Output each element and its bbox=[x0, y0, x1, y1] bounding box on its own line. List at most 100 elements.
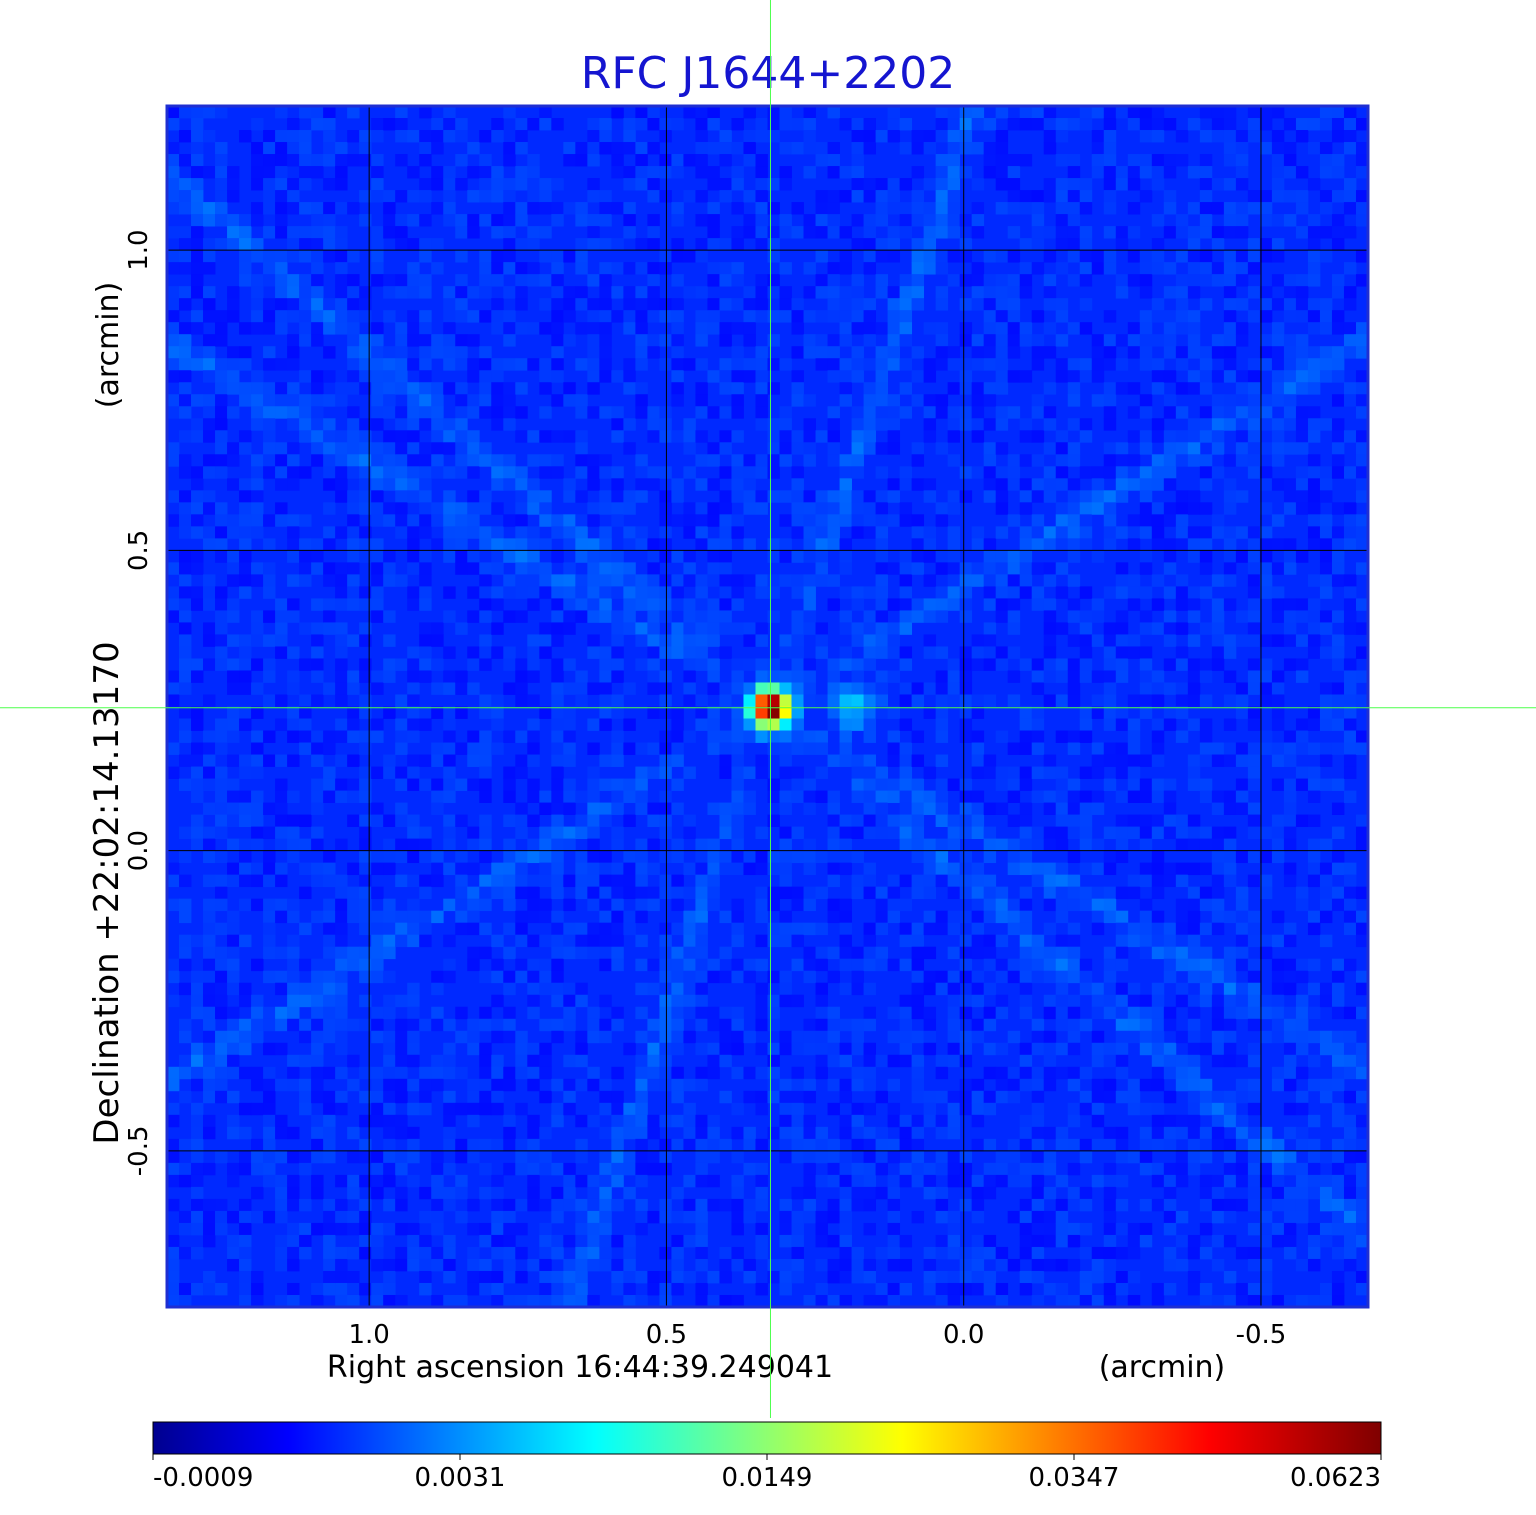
map-cell bbox=[635, 598, 648, 611]
map-cell bbox=[731, 298, 744, 311]
map-cell bbox=[743, 214, 756, 227]
map-cell bbox=[431, 394, 444, 407]
map-cell bbox=[395, 694, 408, 707]
map-cell bbox=[179, 502, 192, 515]
map-cell bbox=[647, 658, 660, 671]
map-cell bbox=[527, 958, 540, 972]
map-cell bbox=[1067, 166, 1081, 179]
map-cell bbox=[515, 382, 528, 395]
map-cell bbox=[599, 814, 612, 827]
map-cell bbox=[395, 106, 408, 119]
map-cell bbox=[1103, 706, 1117, 719]
map-cell bbox=[527, 730, 540, 743]
map-cell bbox=[599, 910, 612, 924]
map-cell bbox=[191, 754, 204, 767]
map-cell bbox=[539, 1234, 552, 1248]
map-cell bbox=[503, 334, 516, 347]
map-cell bbox=[827, 286, 840, 299]
map-cell bbox=[1019, 1114, 1033, 1128]
map-cell bbox=[779, 298, 792, 311]
map-cell bbox=[287, 1186, 300, 1200]
map-cell bbox=[803, 418, 816, 431]
map-cell bbox=[611, 286, 624, 299]
map-cell bbox=[407, 322, 420, 335]
map-cell bbox=[167, 694, 180, 707]
map-cell bbox=[1019, 850, 1033, 864]
map-cell bbox=[851, 406, 864, 419]
map-cell bbox=[623, 118, 636, 131]
map-cell bbox=[1115, 562, 1129, 575]
map-cell bbox=[755, 238, 768, 251]
map-cell bbox=[203, 202, 216, 215]
map-cell bbox=[431, 802, 444, 815]
map-cell bbox=[623, 1126, 636, 1140]
map-cell bbox=[671, 250, 684, 263]
map-cell bbox=[803, 1078, 816, 1092]
map-cell bbox=[251, 622, 264, 635]
map-cell bbox=[335, 598, 348, 611]
map-cell bbox=[407, 466, 420, 479]
map-cell bbox=[203, 754, 216, 767]
map-cell bbox=[359, 130, 372, 143]
map-cell bbox=[779, 634, 792, 647]
map-cell bbox=[491, 322, 504, 335]
map-cell bbox=[911, 802, 925, 815]
map-cell bbox=[563, 1174, 576, 1188]
map-cell bbox=[335, 478, 348, 491]
map-cell bbox=[503, 946, 516, 960]
map-cell bbox=[875, 1282, 888, 1296]
map-cell bbox=[275, 1174, 288, 1188]
map-cell bbox=[371, 862, 384, 876]
map-cell bbox=[575, 430, 588, 443]
map-cell bbox=[683, 1270, 696, 1284]
map-cell bbox=[707, 610, 720, 623]
map-cell bbox=[359, 478, 372, 491]
map-cell bbox=[995, 274, 1009, 287]
map-cell bbox=[179, 1138, 192, 1152]
map-cell bbox=[1139, 406, 1153, 419]
map-cell bbox=[791, 370, 804, 383]
map-cell bbox=[167, 178, 180, 191]
map-cell bbox=[215, 1210, 228, 1224]
map-cell bbox=[239, 1030, 252, 1044]
map-cell bbox=[311, 106, 324, 119]
map-cell bbox=[347, 1054, 360, 1068]
map-cell bbox=[659, 706, 672, 719]
map-cell bbox=[1103, 958, 1117, 972]
map-cell bbox=[1115, 442, 1129, 455]
map-cell bbox=[1103, 250, 1117, 263]
map-cell bbox=[527, 718, 540, 731]
map-cell bbox=[587, 1030, 600, 1044]
map-cell bbox=[695, 610, 708, 623]
map-cell bbox=[851, 754, 864, 767]
map-cell bbox=[851, 1246, 864, 1260]
map-cell bbox=[1055, 310, 1069, 323]
map-cell bbox=[719, 1270, 732, 1284]
map-cell bbox=[971, 934, 985, 948]
map-cell bbox=[995, 466, 1009, 479]
map-cell bbox=[719, 814, 732, 827]
map-cell bbox=[767, 862, 780, 876]
map-cell bbox=[467, 310, 480, 323]
map-cell bbox=[503, 970, 516, 984]
map-cell bbox=[491, 1138, 504, 1152]
map-cell bbox=[299, 334, 312, 347]
map-cell bbox=[527, 502, 540, 515]
map-cell bbox=[347, 454, 360, 467]
map-cell bbox=[779, 1222, 792, 1236]
map-cell bbox=[743, 682, 756, 695]
map-cell bbox=[323, 178, 336, 191]
map-cell bbox=[1103, 586, 1117, 599]
map-cell bbox=[587, 130, 600, 143]
map-cell bbox=[599, 850, 612, 864]
map-cell bbox=[491, 406, 504, 419]
map-cell bbox=[755, 1138, 768, 1152]
map-cell bbox=[1067, 574, 1081, 587]
map-cell bbox=[191, 1186, 204, 1200]
map-cell bbox=[551, 322, 564, 335]
map-cell bbox=[467, 862, 480, 876]
map-cell bbox=[887, 346, 901, 359]
map-cell bbox=[743, 1198, 756, 1212]
map-cell bbox=[1043, 442, 1057, 455]
map-cell bbox=[947, 358, 961, 371]
